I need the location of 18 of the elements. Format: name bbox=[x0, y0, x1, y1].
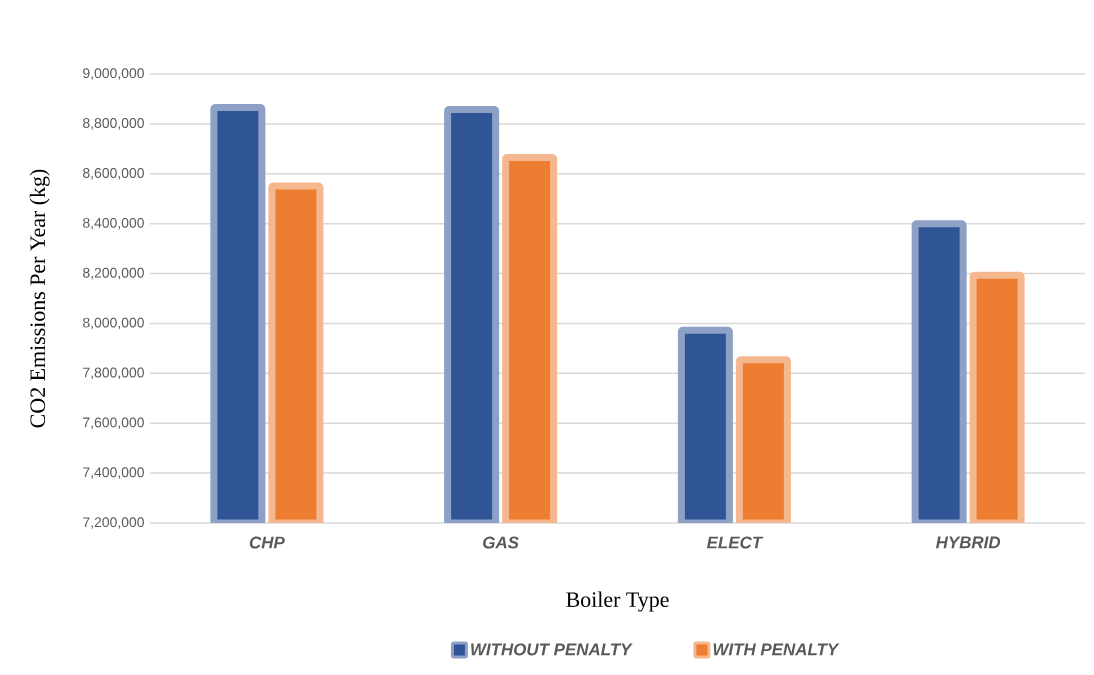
x-tick-label: HYBRID bbox=[935, 536, 1001, 549]
x-tick-label: ELECT bbox=[706, 536, 764, 549]
x-tick-label: CHP bbox=[249, 536, 285, 549]
y-tick-label: 8,600,000 bbox=[83, 168, 144, 180]
y-tick-label: 7,800,000 bbox=[83, 367, 144, 380]
y-tick-label: 7,200,000 bbox=[83, 517, 144, 529]
y-tick-label: 8,800,000 bbox=[83, 118, 144, 130]
legend-label: WITH PENALTY bbox=[713, 643, 840, 656]
legend-label: WITHOUT PENALTY bbox=[471, 643, 633, 656]
y-tick-label: 7,600,000 bbox=[83, 417, 144, 429]
y-tick-label: 8,000,000 bbox=[83, 317, 144, 330]
y-axis-title: CO2 Emissions Per Year (kg) bbox=[29, 169, 50, 428]
x-tick-label: GAS bbox=[483, 536, 519, 549]
y-tick-label: 9,000,000 bbox=[83, 68, 144, 80]
y-tick-label: 7,400,000 bbox=[83, 467, 144, 479]
y-tick-label: 8,400,000 bbox=[83, 217, 144, 230]
y-tick-label: 8,200,000 bbox=[83, 267, 144, 280]
x-axis-title: Boiler Type bbox=[566, 591, 669, 612]
